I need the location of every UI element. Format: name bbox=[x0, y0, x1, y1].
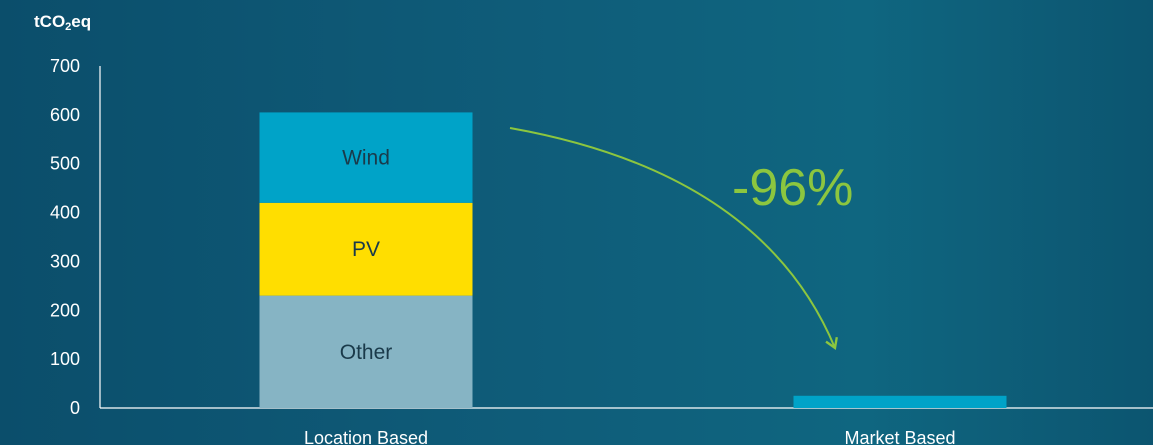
y-tick-label: 400 bbox=[50, 203, 80, 223]
bar-segment-pv bbox=[259, 202, 473, 296]
unit-main: tCO bbox=[34, 12, 66, 31]
x-category-label: Location Based bbox=[304, 428, 428, 445]
bar-segment-other bbox=[259, 295, 473, 408]
reduction-percent-label: -96% bbox=[732, 159, 853, 217]
y-tick-label: 0 bbox=[70, 398, 80, 418]
axes-group: 0 100 200 300 400 500 600 700 Location Based Mark… bbox=[50, 56, 1153, 445]
segment-label-other: Other bbox=[340, 341, 393, 364]
segment-label-pv: PV bbox=[352, 238, 380, 261]
bar-segment-wind bbox=[259, 112, 473, 203]
y-tick-label: 300 bbox=[50, 251, 80, 271]
x-category-label: Market Based bbox=[844, 428, 955, 445]
reduction-arrow bbox=[509, 127, 838, 351]
unit-subscript: 2 bbox=[65, 21, 72, 33]
segment-label-wind: Wind bbox=[342, 147, 390, 170]
annotation-group: -96% bbox=[509, 127, 853, 351]
y-tick-label: 600 bbox=[50, 105, 80, 125]
y-tick-label: 500 bbox=[50, 154, 80, 174]
unit-suffix: eq bbox=[71, 12, 92, 31]
labels-group: Other PV Wind bbox=[340, 147, 393, 364]
y-tick-label: 700 bbox=[50, 56, 80, 76]
bar-segment-wind bbox=[793, 395, 1007, 408]
y-axis-unit-label: tCO2eq bbox=[34, 12, 91, 33]
y-tick-label: 100 bbox=[50, 349, 80, 369]
y-tick-label: 200 bbox=[50, 300, 80, 320]
bars-group bbox=[259, 112, 1007, 408]
